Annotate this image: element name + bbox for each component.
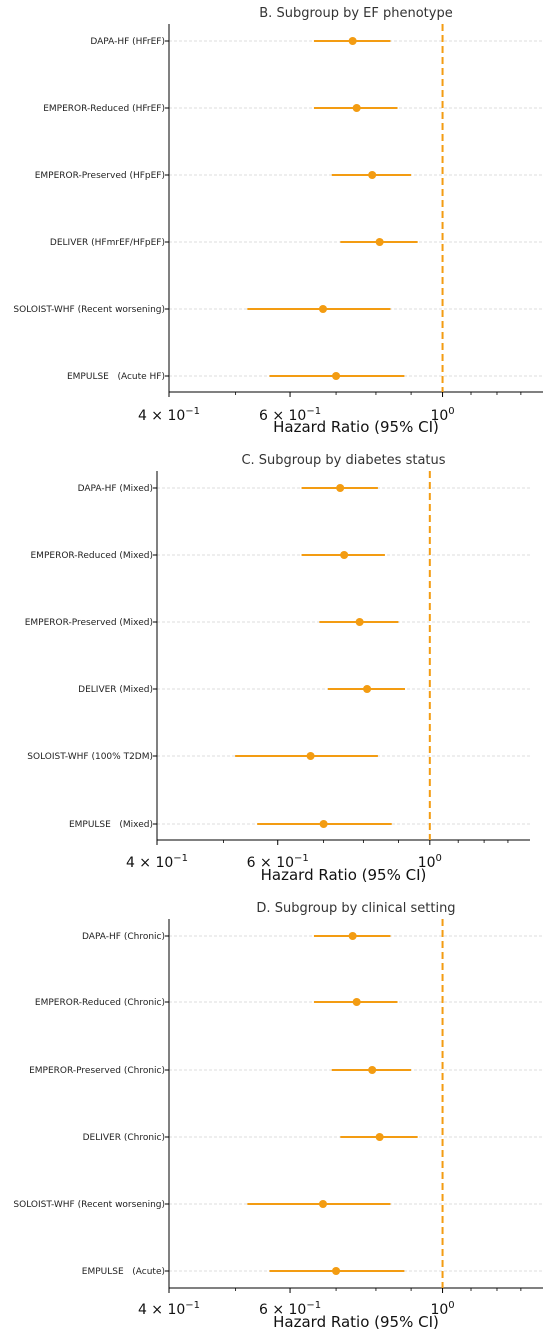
x-tick-exponent: 0	[448, 1300, 454, 1311]
hr-point	[375, 238, 384, 246]
x-tick-base: 10	[430, 408, 448, 424]
x-tick-label: 100	[430, 1300, 454, 1318]
x-axis-label: Hazard Ratio (95% CI)	[261, 866, 427, 884]
chart-title: B. Subgroup by EF phenotype	[259, 6, 452, 21]
x-tick-exponent: 0	[448, 406, 454, 417]
hr-point	[352, 998, 361, 1006]
hr-point	[355, 618, 364, 626]
chart-title: D. Subgroup by clinical setting	[256, 901, 455, 916]
x-tick-base: 4 × 10	[138, 408, 185, 424]
y-tick-label: EMPEROR-Reduced (Chronic)	[35, 998, 165, 1008]
hr-point	[306, 752, 315, 760]
hr-point	[348, 932, 357, 940]
x-tick-label: 6 × 10−1	[247, 853, 309, 871]
x-tick-exponent: −1	[306, 1300, 321, 1311]
x-tick-label: 4 × 10−1	[138, 406, 200, 424]
x-tick-exponent: −1	[185, 1300, 200, 1311]
hr-point	[332, 372, 341, 380]
hr-point	[375, 1133, 384, 1141]
x-tick-exponent: −1	[306, 406, 321, 417]
y-tick-label: SOLOIST-WHF (Recent worsening)	[13, 1200, 165, 1210]
hr-point	[340, 551, 349, 559]
x-tick-label: 100	[430, 406, 454, 424]
y-tick-label: EMPULSE (Acute HF)	[67, 372, 165, 382]
hr-point	[318, 305, 327, 313]
y-tick-label: DAPA-HF (HFrEF)	[90, 37, 165, 47]
x-tick-base: 10	[418, 855, 436, 871]
x-tick-exponent: −1	[185, 406, 200, 417]
y-tick-label: EMPULSE (Mixed)	[69, 820, 153, 830]
hr-point	[352, 104, 361, 112]
x-tick-label: 6 × 10−1	[259, 406, 321, 424]
x-tick-base: 6 × 10	[259, 408, 306, 424]
x-tick-label: 100	[418, 853, 442, 871]
y-tick-label: EMPEROR-Preserved (HFpEF)	[35, 171, 165, 181]
x-tick-label: 4 × 10−1	[138, 1300, 200, 1318]
x-tick-base: 6 × 10	[247, 855, 294, 871]
x-tick-base: 4 × 10	[126, 855, 173, 871]
y-tick-label: EMPEROR-Preserved (Mixed)	[25, 618, 153, 628]
hr-point	[368, 171, 377, 179]
y-tick-label: DELIVER (Mixed)	[78, 685, 153, 695]
y-tick-label: EMPEROR-Reduced (HFrEF)	[43, 104, 165, 114]
x-tick-label: 4 × 10−1	[126, 853, 188, 871]
x-tick-exponent: −1	[173, 853, 188, 864]
hr-point	[363, 685, 372, 693]
x-tick-base: 4 × 10	[138, 1302, 185, 1318]
y-tick-label: SOLOIST-WHF (Recent worsening)	[13, 305, 165, 315]
hr-point	[319, 820, 328, 828]
y-tick-label: DAPA-HF (Mixed)	[78, 484, 153, 494]
x-tick-exponent: −1	[294, 853, 309, 864]
y-tick-label: SOLOIST-WHF (100% T2DM)	[27, 752, 153, 762]
x-axis-label: Hazard Ratio (95% CI)	[273, 418, 439, 436]
hr-point	[332, 1267, 341, 1275]
chart-title: C. Subgroup by diabetes status	[241, 453, 445, 468]
x-tick-exponent: 0	[436, 853, 442, 864]
hr-point	[336, 484, 345, 492]
hr-point	[318, 1200, 327, 1208]
y-tick-label: EMPEROR-Preserved (Chronic)	[29, 1066, 165, 1076]
y-tick-label: DAPA-HF (Chronic)	[82, 932, 165, 942]
x-tick-base: 6 × 10	[259, 1302, 306, 1318]
y-tick-label: EMPEROR-Reduced (Mixed)	[31, 551, 154, 561]
hr-point	[348, 37, 357, 45]
x-axis-label: Hazard Ratio (95% CI)	[273, 1313, 439, 1331]
hr-point	[368, 1066, 377, 1074]
y-tick-label: EMPULSE (Acute)	[82, 1267, 165, 1277]
y-tick-label: DELIVER (Chronic)	[83, 1133, 165, 1143]
x-tick-label: 6 × 10−1	[259, 1300, 321, 1318]
y-tick-label: DELIVER (HFmrEF/HFpEF)	[50, 238, 165, 248]
x-tick-base: 10	[430, 1302, 448, 1318]
